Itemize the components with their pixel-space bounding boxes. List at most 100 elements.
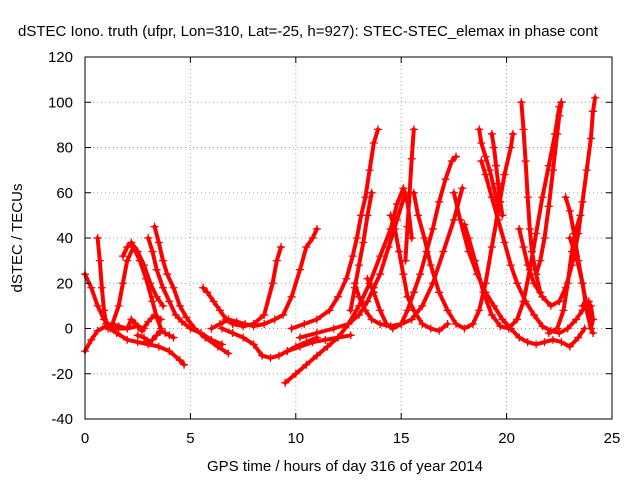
data-point: [530, 279, 539, 288]
data-point: [367, 188, 376, 197]
series-34: [578, 297, 598, 333]
data-point: [548, 335, 557, 344]
data-point: [523, 261, 532, 270]
data-point: [561, 193, 570, 202]
data-point: [443, 306, 452, 315]
data-point: [481, 152, 490, 161]
data-point: [376, 319, 385, 328]
data-point: [582, 166, 591, 175]
data-point: [578, 301, 587, 310]
data-point: [260, 310, 269, 319]
data-point: [409, 188, 418, 197]
data-point: [169, 333, 178, 342]
data-point: [498, 211, 507, 220]
data-point: [165, 347, 174, 356]
data-point: [215, 306, 224, 315]
chart-title: dSTEC Iono. truth (ufpr, Lon=310, Lat=-2…: [18, 23, 599, 40]
data-point: [203, 288, 212, 297]
data-point: [586, 301, 595, 310]
data-point: [93, 234, 102, 242]
data-point: [224, 349, 233, 358]
data-point: [578, 279, 587, 288]
data-point: [296, 333, 305, 342]
y-tick-label: 120: [48, 49, 73, 66]
data-point: [572, 315, 581, 324]
x-tick-label: 20: [498, 430, 515, 447]
data-point: [403, 292, 412, 301]
series-trace: [479, 159, 591, 335]
data-point: [565, 234, 574, 242]
data-point: [376, 252, 385, 261]
data-point: [213, 342, 222, 351]
data-point: [557, 338, 566, 347]
data-point: [481, 170, 490, 179]
data-point: [435, 326, 444, 335]
data-point: [93, 326, 102, 335]
data-point: [409, 125, 418, 134]
series-trace: [120, 240, 165, 308]
data-point: [475, 125, 484, 134]
data-point: [114, 322, 123, 331]
data-point: [274, 351, 283, 360]
data-point: [300, 319, 309, 328]
series-17: [346, 188, 376, 315]
data-point: [359, 238, 368, 247]
data-point: [468, 319, 477, 328]
data-point: [302, 360, 311, 369]
series-21: [401, 125, 418, 265]
data-point: [346, 331, 355, 340]
data-point: [249, 340, 258, 349]
data-point: [152, 265, 161, 274]
data-point: [365, 166, 374, 175]
data-point: [140, 333, 149, 342]
data-point: [557, 98, 566, 107]
data-point: [553, 129, 562, 138]
data-point: [494, 215, 503, 224]
data-point: [325, 306, 334, 315]
series-6: [133, 326, 178, 347]
data-point: [154, 238, 163, 247]
data-point: [106, 324, 115, 333]
data-point: [133, 338, 142, 347]
data-point: [494, 179, 503, 188]
data-point: [506, 324, 515, 333]
series-19: [350, 184, 467, 331]
data-point: [384, 243, 393, 252]
y-tick-label: 40: [56, 230, 73, 247]
data-point: [133, 247, 142, 256]
data-point: [352, 234, 361, 242]
data-point: [392, 215, 401, 224]
x-tick-label: 25: [604, 430, 621, 447]
y-tick-label: 20: [56, 275, 73, 292]
data-point: [527, 247, 536, 256]
data-point: [215, 319, 224, 328]
y-tick-label: 80: [56, 140, 73, 157]
y-axis-label: dSTEC / TECUs: [9, 184, 26, 293]
data-point: [355, 292, 364, 301]
axes: 0 5 10 15 20 25 -40 -20 0 20 40 60 80 100 120: [48, 49, 620, 447]
series-27: [449, 188, 589, 351]
data-point: [487, 193, 496, 202]
x-tick-label: 15: [393, 430, 410, 447]
data-point: [456, 215, 465, 224]
data-point: [475, 306, 484, 315]
data-point: [266, 353, 275, 362]
series-10: [199, 243, 286, 331]
series-5: [118, 238, 167, 310]
data-point: [152, 331, 161, 340]
data-point: [350, 279, 359, 288]
data-point: [521, 157, 530, 166]
data-point: [559, 306, 568, 315]
data-point: [589, 107, 598, 116]
data-point: [582, 306, 591, 315]
data-point: [487, 310, 496, 319]
data-point: [555, 297, 564, 306]
data-point: [464, 247, 473, 256]
data-point: [500, 238, 509, 247]
data-point: [523, 338, 532, 347]
data-point: [414, 211, 423, 220]
data-point: [344, 319, 353, 328]
data-point: [477, 138, 486, 147]
data-point: [342, 274, 351, 283]
data-point: [496, 322, 505, 331]
